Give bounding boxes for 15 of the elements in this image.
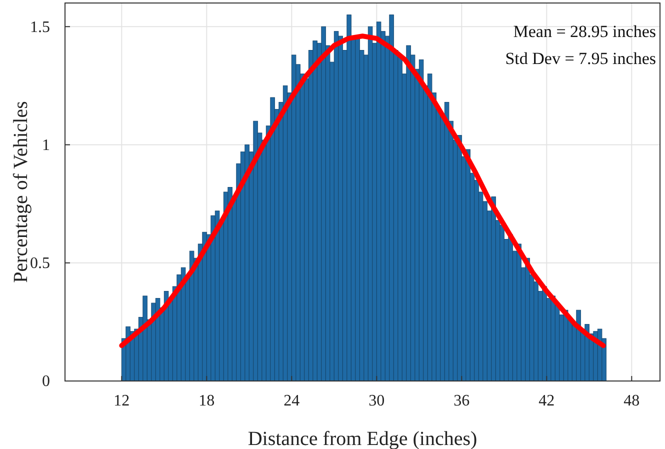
y-tick-label: 1.5 bbox=[30, 18, 50, 36]
y-tick-label: 0 bbox=[42, 373, 50, 390]
x-tick-label: 42 bbox=[538, 392, 555, 410]
x-tick-label: 30 bbox=[368, 392, 385, 410]
x-tick-label: 12 bbox=[114, 392, 130, 410]
x-tick-label: 48 bbox=[624, 392, 640, 410]
x-tick-label: 24 bbox=[284, 392, 300, 410]
annotation: Std Dev = 7.95 inches bbox=[505, 49, 656, 68]
annotation: Mean = 28.95 inches bbox=[513, 22, 656, 41]
x-axis-title: Distance from Edge (inches) bbox=[248, 428, 478, 449]
y-tick-label: 1 bbox=[42, 136, 50, 154]
y-tick-label: 0.5 bbox=[30, 254, 50, 272]
x-tick-label: 18 bbox=[198, 392, 215, 410]
y-axis-title: Percentage of Vehicles bbox=[10, 100, 32, 283]
x-tick-label: 36 bbox=[454, 392, 470, 410]
